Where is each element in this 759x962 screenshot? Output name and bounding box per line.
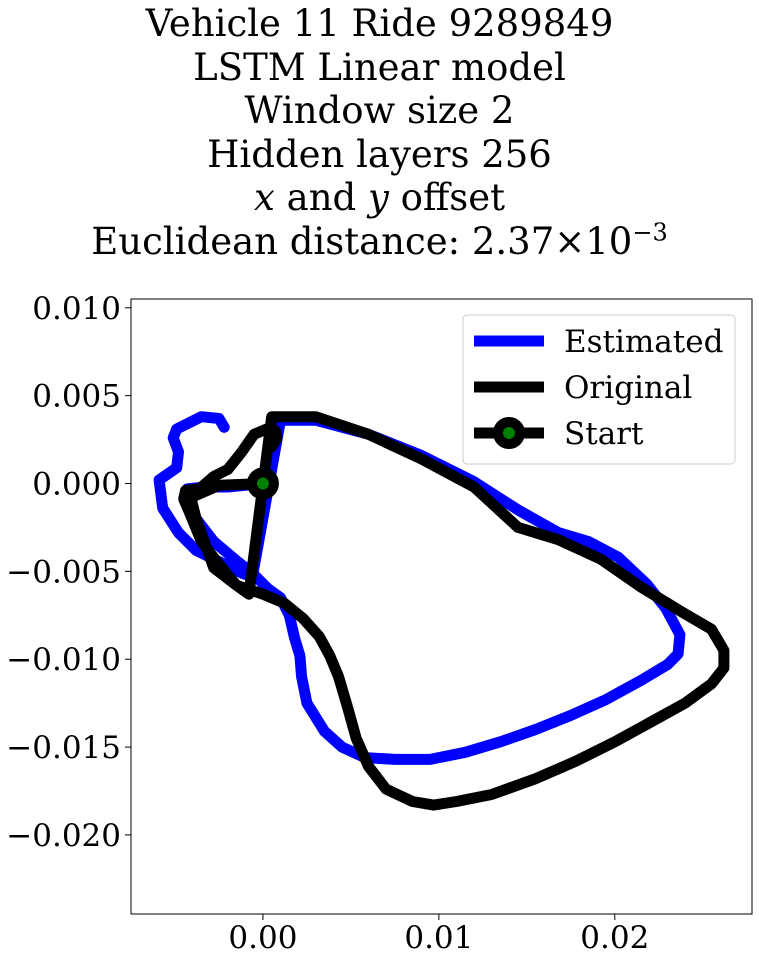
y-tick-label: 0.000 xyxy=(32,467,121,503)
series-line-original xyxy=(178,411,730,811)
x-axis-ticks: 0.00 0.01 0.02 xyxy=(228,914,649,956)
y-tick-label: −0.020 xyxy=(6,818,121,854)
title-distance-exponent: −3 xyxy=(632,218,668,247)
y-tick-label: 0.005 xyxy=(32,379,121,415)
chart-title: Vehicle 11 Ride 9289849 LSTM Linear mode… xyxy=(0,2,759,263)
y-tick-label: −0.010 xyxy=(6,642,121,678)
title-distance-text: Euclidean distance: 2.37×10 xyxy=(91,219,633,263)
legend-frame xyxy=(462,314,736,465)
title-and-word: and xyxy=(274,176,368,219)
title-line-3: Window size 2 xyxy=(244,89,515,132)
y-tick-label: −0.015 xyxy=(6,730,121,766)
series-layer xyxy=(153,411,730,811)
x-tick-label: 0.01 xyxy=(404,920,473,956)
title-line-5: x and y offset xyxy=(0,176,759,220)
title-y-symbol: y xyxy=(368,176,389,219)
y-tick-label: 0.010 xyxy=(32,291,121,327)
title-line-2: LSTM Linear model xyxy=(193,45,566,89)
title-line-6: Euclidean distance: 2.37×10−3 xyxy=(0,220,759,264)
y-tick-label: −0.005 xyxy=(6,554,121,590)
legend-estimated-label: Estimated xyxy=(564,324,723,360)
legend-original-label: Original xyxy=(564,370,692,406)
title-x-symbol: x xyxy=(254,176,275,219)
legend: Estimated Original Start xyxy=(462,314,736,465)
title-line-1: Vehicle 11 Ride 9289849 xyxy=(145,2,614,45)
x-tick-label: 0.02 xyxy=(580,920,649,956)
plot-area-frame xyxy=(130,298,753,915)
legend-start-marker xyxy=(493,417,525,449)
marker-layer xyxy=(246,467,279,500)
title-offset-word: offset xyxy=(388,176,505,219)
y-axis-ticks: 0.010 0.005 0.000 −0.005 −0.010 −0.015 −0.020 xyxy=(6,291,131,854)
title-line-4: Hidden layers 256 xyxy=(207,132,552,176)
series-line-estimated xyxy=(153,411,686,765)
x-tick-label: 0.00 xyxy=(228,920,297,956)
legend-start-label: Start xyxy=(564,416,644,452)
start-marker xyxy=(246,467,279,500)
